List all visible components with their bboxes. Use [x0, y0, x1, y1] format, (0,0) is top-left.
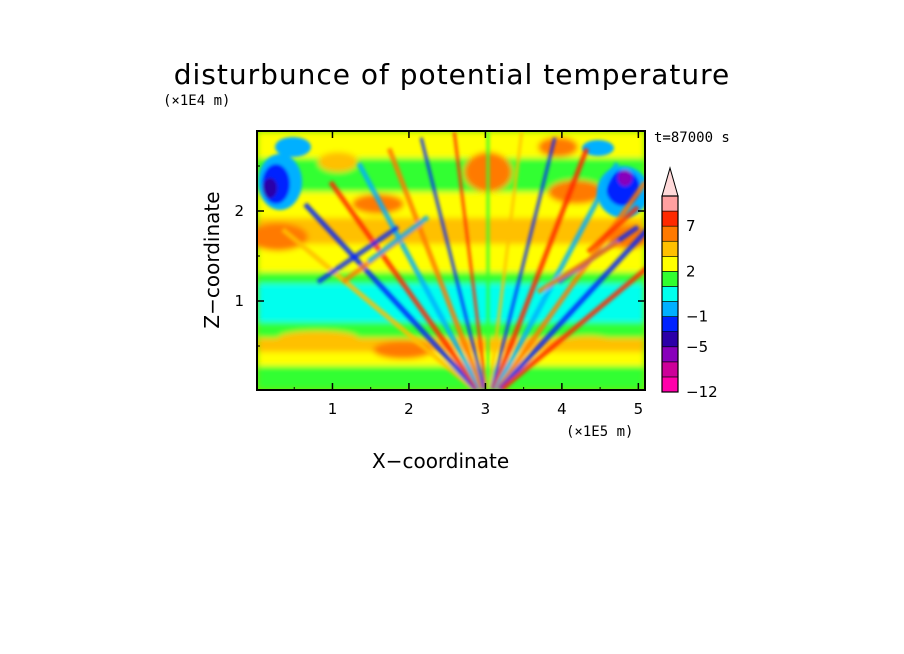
colorbar-swatch: [661, 210, 679, 227]
colorbar-swatch: [661, 331, 679, 348]
wave-streak: [493, 162, 620, 389]
wave-band: [316, 224, 400, 285]
colorbar-label: −1: [686, 308, 708, 326]
wave-streak: [356, 162, 483, 389]
y-unit-label: (×1E4 m): [163, 93, 231, 109]
wave-streak: [303, 202, 478, 389]
x-tick-label: 1: [328, 400, 338, 418]
x-axis-label: X−coordinate: [372, 449, 510, 473]
colorbar-swatch: [661, 361, 679, 378]
x-tick-label: 3: [481, 400, 491, 418]
colorbar-label: −12: [686, 383, 718, 401]
wave-band: [586, 205, 640, 254]
wave-streak: [419, 137, 486, 389]
colorbar-frame: [661, 195, 679, 393]
colorbar-swatch: [661, 376, 679, 393]
colorbar-label: 7: [686, 217, 696, 235]
colorbar-label: −5: [686, 338, 708, 356]
wave-streak: [490, 137, 557, 389]
wave-band: [366, 215, 430, 264]
colorbar-swatch: [661, 225, 679, 242]
colorbar-swatch: [661, 301, 679, 317]
x-unit-label: (×1E5 m): [566, 424, 634, 440]
wave-band: [536, 239, 620, 295]
x-tick-label: 5: [634, 400, 644, 418]
y-tick-label: 1: [234, 292, 244, 310]
wave-streak: [386, 147, 485, 389]
heatmap-plot-area: [256, 130, 646, 391]
colorbar-swatch: [661, 271, 679, 287]
wave-streak: [495, 180, 644, 389]
wave-streak: [488, 132, 524, 389]
chart-title: disturbunce of potential temperature: [173, 58, 731, 91]
y-axis-label: Z−coordinate: [200, 191, 224, 329]
heatmap-field: [258, 132, 644, 389]
colorbar-extend-triangle: [661, 166, 679, 197]
wave-streak: [491, 147, 590, 389]
wave-streak: [281, 227, 476, 389]
wave-streak: [498, 229, 644, 389]
wave-streak: [328, 180, 481, 389]
wave-streak: [500, 267, 644, 389]
colorbar-label: 2: [686, 262, 696, 280]
colorbar-swatch: [661, 195, 679, 212]
colorbar-swatch: [661, 346, 679, 363]
y-tick-label: 2: [234, 202, 244, 220]
x-tick-label: 2: [404, 400, 414, 418]
colorbar-swatch: [661, 256, 679, 272]
colorbar-swatch: [661, 240, 679, 257]
wave-streak: [452, 132, 488, 389]
colorbar-swatch: [661, 286, 679, 302]
time-label: t=87000 s: [654, 130, 730, 146]
x-tick-label: 4: [557, 400, 567, 418]
colorbar-swatch: [661, 316, 679, 332]
